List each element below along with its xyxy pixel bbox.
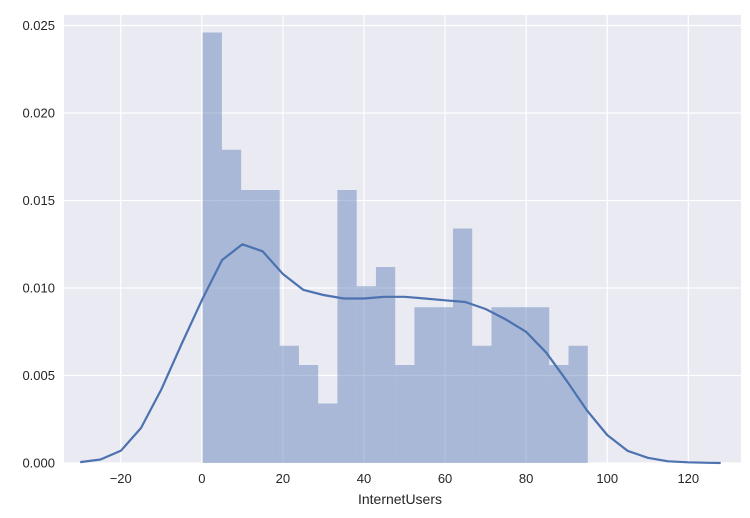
- histogram-bar: [241, 190, 261, 463]
- histogram-bars: [202, 32, 588, 463]
- histogram-bar: [491, 307, 511, 463]
- histogram-bar: [298, 365, 319, 463]
- histogram-bar: [414, 307, 434, 463]
- plot-background: [64, 15, 741, 463]
- y-tick-label: 0.015: [22, 193, 55, 208]
- x-axis-label: InternetUsers: [358, 491, 442, 507]
- y-tick-labels: 0.000 0.005 0.010 0.015 0.020 0.025: [22, 18, 55, 471]
- y-tick-label: 0.025: [22, 18, 55, 33]
- histogram-bar: [472, 345, 492, 463]
- histogram-bar: [568, 345, 588, 463]
- y-tick-label: 0.020: [22, 106, 55, 121]
- histogram-bar: [337, 190, 357, 463]
- y-tick-label: 0.000: [22, 456, 55, 471]
- gridlines: [64, 15, 741, 464]
- kde-curve: [80, 243, 721, 465]
- histogram-bar: [549, 365, 569, 463]
- histogram-bar: [260, 190, 280, 463]
- histogram-bar: [395, 365, 415, 463]
- histogram-bar: [356, 286, 376, 463]
- x-tick-label: −20: [110, 471, 132, 486]
- x-tick-label: 20: [276, 471, 290, 486]
- y-tick-label: 0.010: [22, 281, 55, 296]
- histogram-bar: [452, 228, 473, 463]
- y-tick-label: 0.005: [22, 368, 55, 383]
- x-tick-label: 100: [596, 471, 618, 486]
- histogram-bar: [375, 267, 396, 463]
- histogram-bar: [318, 403, 338, 463]
- histogram-bar: [529, 307, 550, 463]
- x-tick-label: 0: [198, 471, 205, 486]
- histogram-bar: [221, 149, 242, 463]
- x-tick-label: 60: [438, 471, 452, 486]
- x-tick-labels: −20 0 20 40 60 80 100 120: [110, 471, 699, 486]
- histogram-bar: [433, 307, 453, 463]
- histogram-bar: [202, 32, 222, 463]
- histogram-bar: [279, 345, 299, 463]
- histogram-bar: [510, 307, 530, 463]
- x-tick-label: 40: [357, 471, 371, 486]
- x-tick-label: 80: [519, 471, 533, 486]
- x-tick-label: 120: [677, 471, 699, 486]
